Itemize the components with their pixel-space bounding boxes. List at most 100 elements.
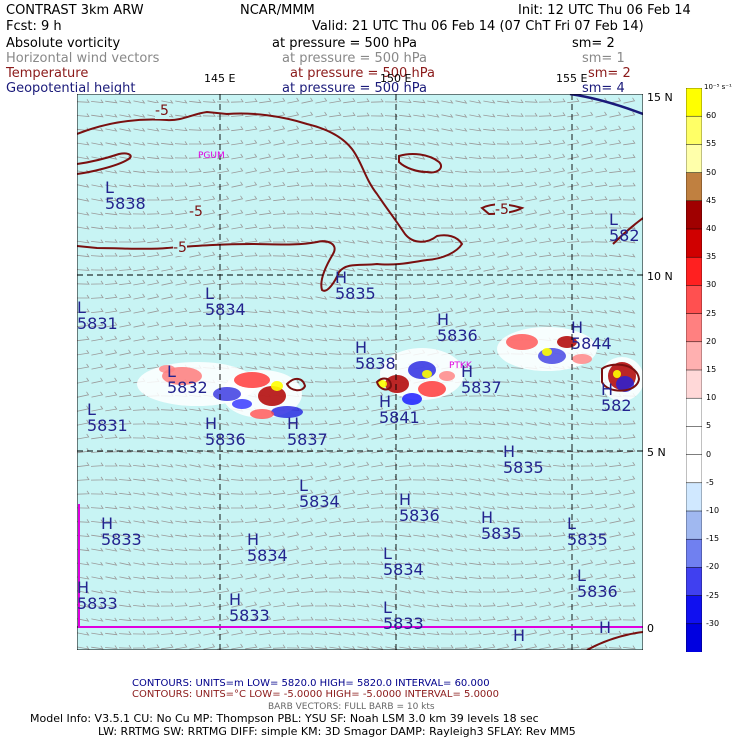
colorbar-unit: 10⁻⁵ s⁻¹ — [704, 83, 732, 91]
height-center: H 5835 — [503, 442, 544, 477]
height-center: H 5835 — [335, 268, 376, 303]
footer-contours-temp: CONTOURS: UNITS=°C LOW= -5.0000 HIGH= -5… — [132, 689, 500, 700]
temp-label: -5 — [155, 103, 169, 119]
valid-time: Valid: 21 UTC Thu 06 Feb 14 (07 ChT Fri … — [312, 19, 644, 34]
field-sm-height: sm= 4 — [582, 81, 625, 96]
colorbar-tick-label: 60 — [706, 111, 717, 121]
height-center: L 5836 — [577, 566, 618, 601]
vorticity-patch-center — [377, 348, 464, 405]
island-outline — [398, 153, 443, 174]
colorbar-swatch — [686, 595, 702, 625]
colorbar-swatch — [686, 397, 702, 428]
height-contour — [569, 94, 643, 116]
field-level-height: at pressure = 500 hPa — [282, 81, 427, 96]
temp-contour-cell — [375, 377, 393, 391]
temp-contour-minus5 — [77, 110, 464, 292]
colorbar-tick-label: 20 — [706, 336, 717, 346]
colorbar-tick-label: 10 — [706, 393, 717, 403]
height-center: L 5834 — [383, 544, 424, 579]
field-sm-temperature: sm= 2 — [588, 66, 631, 81]
field-sm-wind: sm= 1 — [582, 51, 625, 66]
station-label-ptkk: PTKK — [449, 361, 472, 371]
colorbar-swatch — [686, 115, 702, 146]
height-center: L 5831 — [87, 400, 128, 435]
colorbar-tick-label: 30 — [706, 280, 717, 290]
colorbar-swatch — [686, 341, 702, 371]
height-center: L 5834 — [205, 284, 246, 319]
field-name-height: Geopotential height — [6, 81, 136, 96]
height-center: H 5835 — [481, 508, 522, 543]
colorbar-swatch — [686, 510, 702, 540]
height-center: H 5844 — [571, 318, 612, 353]
colorbar-tick-label: 40 — [706, 224, 717, 233]
lon-label-155e: 155 E — [556, 72, 588, 85]
lon-label-150e: 150 E — [380, 72, 412, 85]
map-canvas — [77, 94, 643, 650]
height-center: L 5833 — [383, 598, 424, 633]
colorbar-tick-label: -10 — [706, 506, 720, 515]
field-name-wind: Horizontal wind vectors — [6, 51, 160, 66]
colorbar-swatch — [686, 538, 702, 569]
colorbar-swatch — [686, 144, 702, 174]
temp-label: -5 — [173, 240, 187, 256]
colorbar-tick-label: 55 — [706, 139, 717, 149]
field-level-wind: at pressure = 500 hPa — [282, 51, 427, 66]
coastline — [612, 217, 643, 245]
forecast-hour: Fcst: 9 h — [6, 19, 62, 34]
model-title: CONTRAST 3km ARW — [6, 3, 144, 18]
colorbar-tick-label: -25 — [706, 590, 720, 600]
station-label-pgum: PGUM — [198, 151, 225, 161]
height-center: H 5833 — [229, 590, 270, 625]
height-center: L 5834 — [299, 476, 340, 511]
height-center: H 5837 — [287, 414, 328, 449]
colorbar-tick-label: 5 — [706, 421, 712, 431]
colorbar-swatch — [686, 369, 702, 399]
lat-label-5n: 5 N — [647, 446, 666, 459]
vorticity-patches — [137, 327, 643, 419]
colorbar-tick-label: 15 — [706, 365, 717, 374]
footer-barbs: BARB VECTORS: FULL BARB = 10 kts — [268, 702, 435, 712]
colorbar-swatch — [686, 200, 702, 230]
center-title: NCAR/MMM — [240, 3, 315, 18]
colorbar-tick-label: -20 — [706, 562, 720, 572]
height-center: H 5833 — [77, 578, 118, 613]
height-center: H 5834 — [247, 530, 288, 565]
lat-label-0: 0 — [647, 622, 654, 635]
field-level-vorticity: at pressure = 500 hPa — [272, 36, 417, 51]
colorbar-swatch — [686, 313, 702, 343]
colorbar-swatch — [686, 426, 702, 456]
temp-contour-cell — [285, 378, 307, 392]
colorbar-swatch — [686, 454, 702, 484]
temp-label: -5 — [495, 202, 509, 218]
footer-model-info-1: Model Info: V3.5.1 CU: No Cu MP: Thompso… — [30, 712, 539, 725]
colorbar-swatch — [686, 482, 702, 512]
footer-contours-height: CONTOURS: UNITS=m LOW= 5820.0 HIGH= 5820… — [132, 678, 490, 689]
temp-label: -5 — [189, 204, 203, 220]
height-center: L 5835 — [567, 514, 608, 549]
height-center: H 5836 — [205, 414, 246, 449]
colorbar-swatch — [686, 623, 702, 652]
colorbar-tick-label: 50 — [706, 167, 717, 177]
colorbar-swatch — [686, 285, 702, 315]
colorbar-tick-label: -30 — [706, 618, 720, 628]
colorbar-swatch — [686, 256, 702, 287]
height-center: L 5831 — [77, 298, 118, 333]
map-panel: -5 -5 -5 -5 PGUM PTKK L 5838 L 582 H 5835 L… — [77, 94, 643, 650]
height-center: H — [513, 626, 526, 645]
height-center: H 5833 — [101, 514, 142, 549]
height-center: H — [599, 618, 612, 637]
field-sm-vorticity: sm= 2 — [572, 36, 615, 51]
colorbar-swatch — [686, 172, 702, 202]
colorbar — [686, 88, 702, 652]
colorbar-tick-label: 45 — [706, 195, 717, 205]
height-center: H 5836 — [399, 490, 440, 525]
colorbar-swatch — [686, 88, 702, 117]
field-name-vorticity: Absolute vorticity — [6, 36, 121, 51]
coastline — [586, 631, 643, 650]
temp-contour-cell — [601, 363, 641, 392]
colorbar-swatch — [686, 567, 702, 597]
lon-label-145e: 145 E — [204, 72, 236, 85]
domain-boundary — [78, 504, 643, 628]
field-level-temperature: at pressure = 500 hPa — [290, 66, 435, 81]
init-time: Init: 12 UTC Thu 06 Feb 14 — [518, 3, 691, 18]
